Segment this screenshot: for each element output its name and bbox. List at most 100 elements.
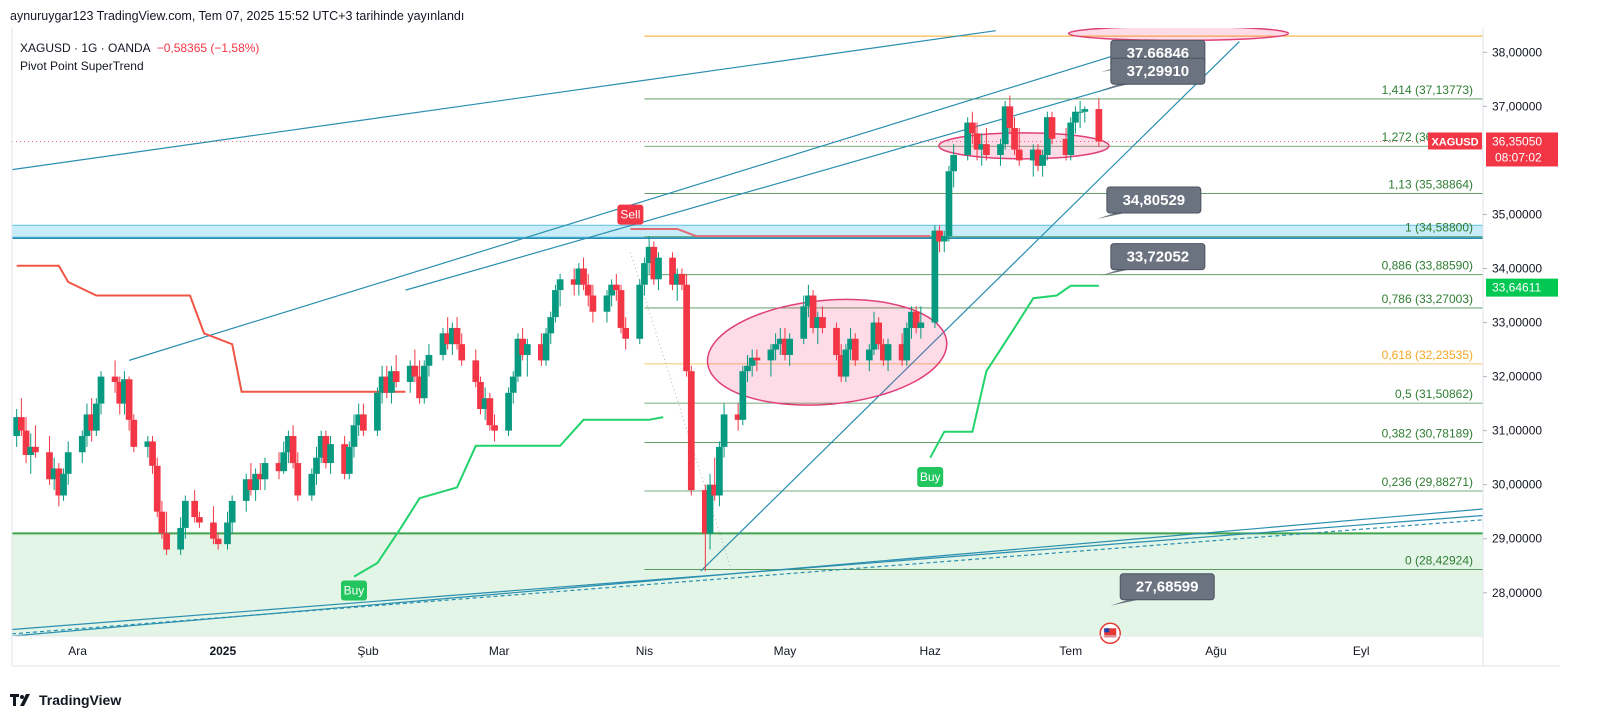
candle[interactable] [1062,127,1070,161]
candle[interactable] [1006,95,1014,134]
legend-indicator[interactable]: Pivot Point SuperTrend [20,59,144,73]
candle[interactable] [514,333,522,382]
candle[interactable] [669,252,676,291]
candle[interactable] [60,468,67,501]
candle[interactable] [322,430,330,469]
candle[interactable] [416,360,423,404]
candle[interactable] [486,392,494,431]
price-callout[interactable]: 27,68599 [1110,573,1215,606]
sell-signal[interactable]: Sell [617,204,644,225]
candle[interactable] [1039,149,1046,177]
candle[interactable] [1011,117,1018,156]
candle[interactable] [570,268,578,296]
chart-legend[interactable]: XAGUSD · 1G · OANDA −0,58365 (−1,58%) Piv… [20,39,259,75]
candle[interactable] [374,387,381,437]
candle[interactable] [945,165,953,242]
time-axis[interactable]: Ara 2025 Şub Mar Nis May Haz Tem Ağu Eyl [11,28,1560,667]
candle[interactable] [678,268,686,291]
candle[interactable] [92,398,100,437]
plot-area[interactable]: 1,414 (37,13773)1,272 (36,26218)1,13 (35… [12,26,1484,637]
candle[interactable] [285,430,292,464]
candle[interactable] [55,463,63,507]
candle[interactable] [247,463,255,496]
candle[interactable] [800,295,808,345]
candle[interactable] [444,317,452,350]
candle[interactable] [842,344,850,382]
candle[interactable] [903,322,911,366]
candle[interactable] [1095,98,1103,147]
candle[interactable] [256,463,264,491]
candle[interactable] [819,306,826,334]
price-callout[interactable]: 37,29910 [1100,57,1206,91]
candle[interactable] [584,273,592,307]
candle[interactable] [388,365,395,404]
candle[interactable] [655,252,662,291]
candle[interactable] [917,306,925,339]
candle[interactable] [153,457,161,518]
candle[interactable] [950,144,957,188]
candle[interactable] [191,490,199,523]
trendline-middle[interactable] [128,40,1160,361]
candle[interactable] [744,354,751,382]
candle[interactable] [706,473,714,550]
candle[interactable] [50,457,58,491]
candle[interactable] [983,127,990,161]
supertrend-down-line[interactable] [16,264,406,393]
candle[interactable] [673,268,681,301]
candle[interactable] [687,365,695,496]
candle[interactable] [64,441,72,485]
candle[interactable] [411,349,419,382]
candle[interactable] [425,344,433,377]
candle[interactable] [523,338,531,377]
candle[interactable] [149,436,156,474]
candle[interactable] [612,273,620,301]
candle[interactable] [912,306,920,334]
candle[interactable] [13,409,21,447]
supertrend-down-line-2[interactable] [630,228,931,238]
candle[interactable] [88,398,95,442]
candle[interactable] [261,457,269,491]
candle[interactable] [720,403,728,458]
candle[interactable] [453,317,461,350]
candle[interactable] [786,333,794,366]
candle[interactable] [355,403,363,437]
candle[interactable] [97,371,105,415]
candle[interactable] [940,230,948,253]
candle[interactable] [776,327,784,355]
candle[interactable] [242,473,250,512]
trendline-lower-2[interactable] [12,519,1484,635]
trendline-ascending[interactable] [700,41,1240,572]
candle[interactable] [936,225,943,253]
candle[interactable] [275,452,283,480]
candle[interactable] [739,365,747,426]
candle[interactable] [1048,111,1056,145]
candle[interactable] [847,327,854,361]
candle[interactable] [552,284,559,323]
candle[interactable] [341,436,348,480]
candle[interactable] [111,360,119,393]
buy-signal[interactable]: Buy [917,467,944,488]
target-ellipse[interactable] [1067,26,1290,42]
candle[interactable] [622,317,630,350]
candle[interactable] [964,117,972,161]
candle[interactable] [228,495,236,534]
candle[interactable] [898,333,906,366]
candle[interactable] [547,311,555,345]
candle[interactable] [650,241,658,285]
candle[interactable] [481,387,489,420]
candle[interactable] [46,436,53,485]
candle[interactable] [865,344,873,372]
candle[interactable] [701,484,709,572]
candle[interactable] [181,495,189,539]
candle[interactable] [814,311,822,345]
candle[interactable] [767,344,775,377]
candle[interactable] [491,414,498,442]
candle[interactable] [505,387,512,437]
supertrend-price-badge[interactable]: 33,64611 [1486,278,1558,297]
candle[interactable] [116,376,124,415]
candle[interactable] [931,225,939,328]
candle[interactable] [851,333,859,366]
candle[interactable] [509,371,517,404]
candle[interactable] [734,403,742,431]
